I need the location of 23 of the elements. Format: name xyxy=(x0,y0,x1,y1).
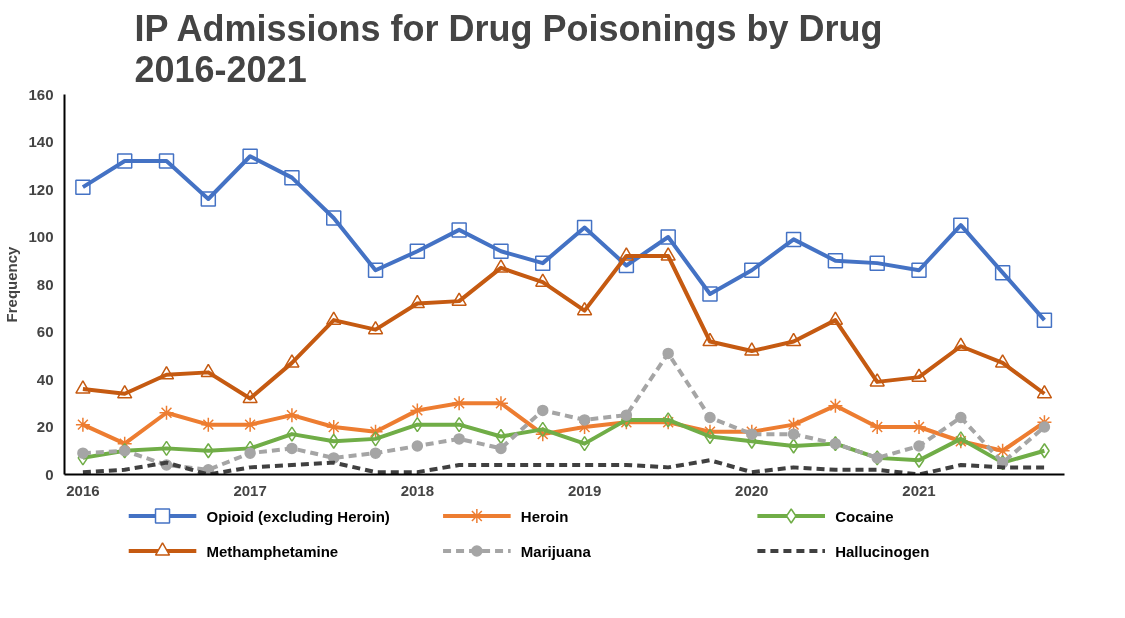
x-tick-label: 2016 xyxy=(66,481,100,499)
legend-label: Heroin xyxy=(520,507,569,525)
y-tick-label: 0 xyxy=(45,465,54,483)
legend-label: Marijuana xyxy=(520,542,592,560)
x-tick-label: 2020 xyxy=(735,481,769,499)
y-tick-label: 20 xyxy=(36,418,54,435)
y-tick-label: 40 xyxy=(36,370,54,388)
x-tick-label: 2018 xyxy=(400,481,435,499)
legend-label: Methamphetamine xyxy=(206,542,339,560)
x-tick-label: 2017 xyxy=(233,481,267,499)
y-tick-label: 60 xyxy=(36,323,54,340)
y-tick-label: 80 xyxy=(36,275,54,293)
legend-label: Opioid (excluding Heroin) xyxy=(206,507,390,525)
y-tick-label: 100 xyxy=(28,228,54,245)
x-tick-label: 2021 xyxy=(902,481,936,499)
x-tick-label: 2019 xyxy=(567,481,602,499)
y-tick-label: 120 xyxy=(28,180,54,198)
legend-label: Hallucinogen xyxy=(835,542,930,560)
legend-label: Cocaine xyxy=(835,507,894,525)
chart-title: IP Admissions for Drug Poisonings by Drug 2016-2021 xyxy=(134,7,883,90)
y-axis-title: Frequency xyxy=(3,245,21,323)
y-tick-label: 160 xyxy=(28,85,54,103)
y-tick-label: 140 xyxy=(28,133,54,150)
